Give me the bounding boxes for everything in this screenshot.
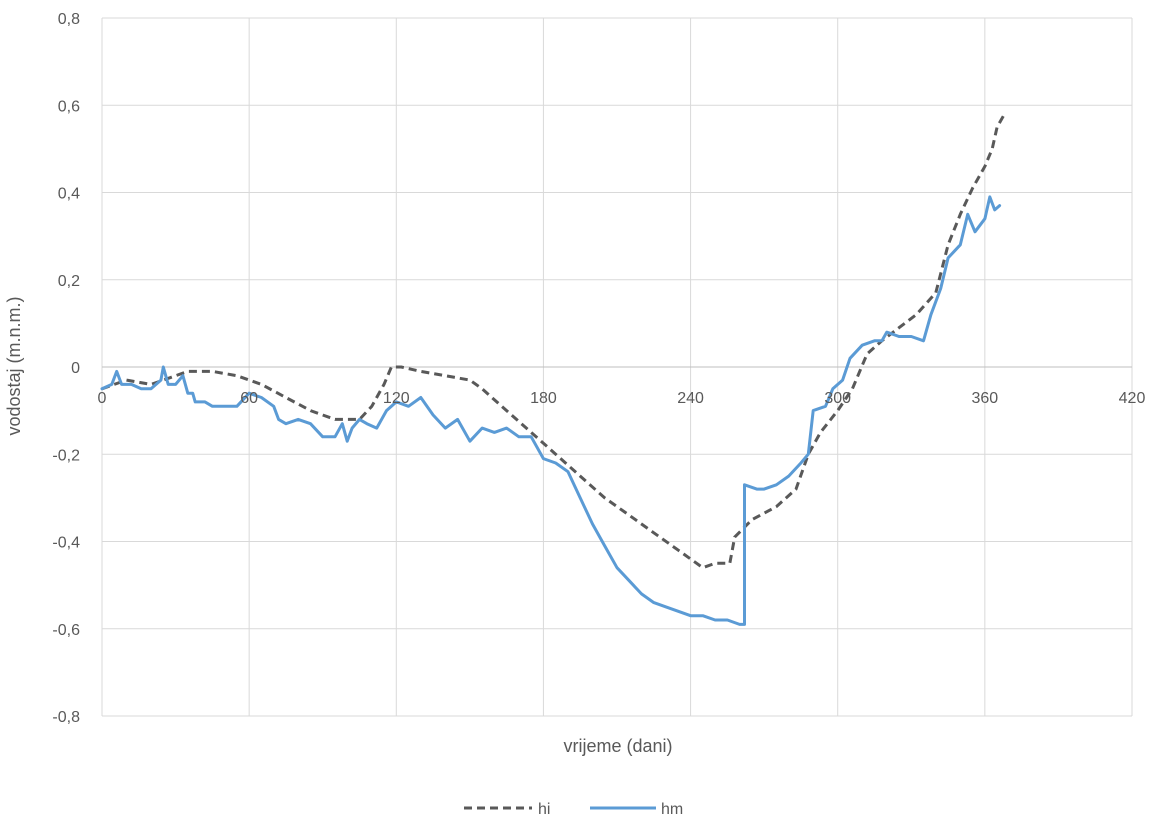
x-tick-labels: 0 60 120 180 240 300 360 420 bbox=[98, 390, 1146, 407]
y-tick-label: -0,8 bbox=[52, 709, 80, 726]
y-tick-label: 0,8 bbox=[58, 11, 80, 28]
legend-label-hi: hi bbox=[538, 801, 550, 818]
legend-label-hm: hm bbox=[661, 801, 683, 818]
x-tick-label: 360 bbox=[972, 390, 999, 407]
y-tick-label: -0,2 bbox=[52, 447, 80, 464]
x-tick-label: 120 bbox=[383, 390, 410, 407]
y-tick-labels: 0,8 0,6 0,4 0,2 0 -0,2 -0,4 -0,6 -0,8 bbox=[52, 11, 80, 726]
series-line-hm bbox=[100, 195, 1002, 626]
y-tick-label: 0,6 bbox=[58, 98, 80, 115]
x-tick-label: 300 bbox=[824, 390, 851, 407]
x-axis-title: vrijeme (dani) bbox=[563, 736, 672, 756]
y-tick-label: 0 bbox=[71, 360, 80, 377]
x-tick-label: 420 bbox=[1119, 390, 1146, 407]
legend: hi hm bbox=[464, 801, 683, 818]
x-tick-label: 0 bbox=[98, 390, 107, 407]
x-tick-label: 180 bbox=[530, 390, 557, 407]
y-tick-label: -0,4 bbox=[52, 535, 80, 552]
series-layer bbox=[100, 113, 1006, 626]
x-tick-label: 60 bbox=[240, 390, 258, 407]
y-axis-title: vodostaj (m.n.m.) bbox=[4, 296, 24, 435]
y-tick-label: 0,4 bbox=[58, 186, 80, 203]
y-tick-label: -0,6 bbox=[52, 622, 80, 639]
x-tick-label: 240 bbox=[677, 390, 704, 407]
series-line-hi bbox=[101, 113, 1006, 570]
y-tick-label: 0,2 bbox=[58, 273, 80, 290]
